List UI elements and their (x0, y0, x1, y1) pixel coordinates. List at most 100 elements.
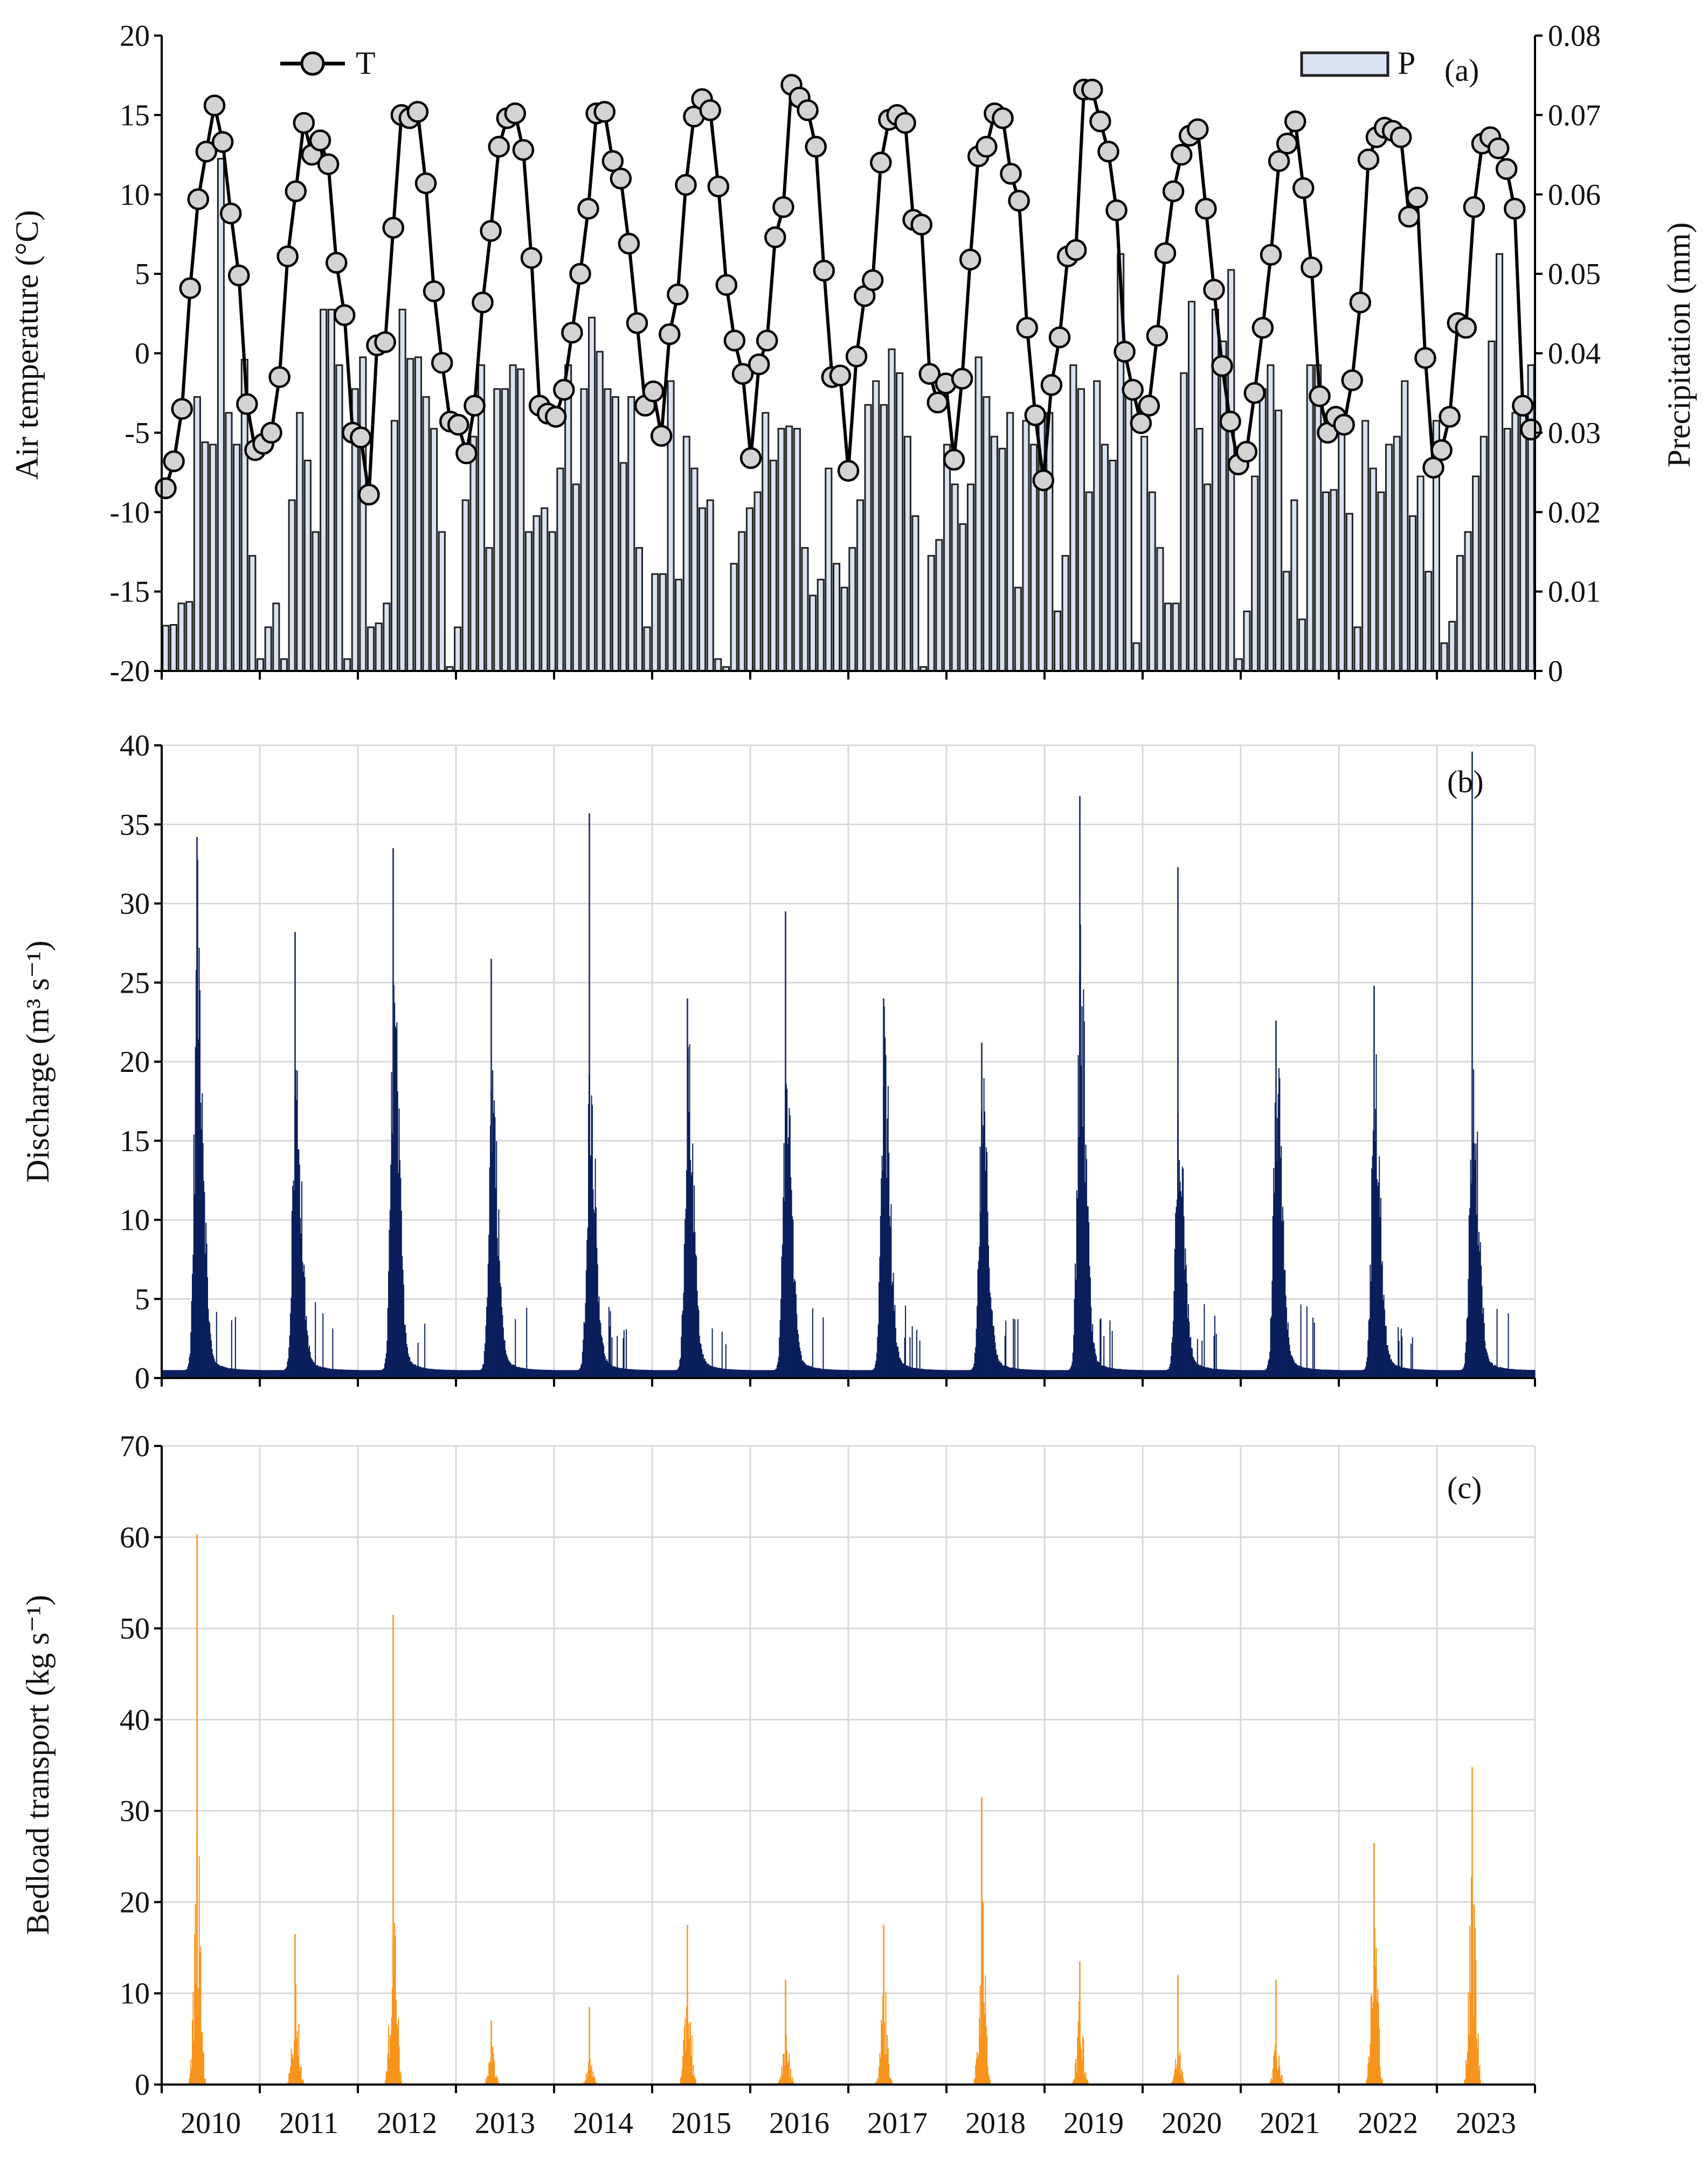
discharge-bar (1358, 1370, 1359, 1378)
discharge-bar (1147, 1370, 1149, 1378)
discharge-bar (229, 1368, 230, 1378)
discharge-bar (1205, 1367, 1207, 1378)
discharge-bar (1320, 1369, 1322, 1378)
discharge-bar (818, 1368, 819, 1378)
temperature-point (276, 245, 299, 267)
discharge-bar (1211, 1368, 1213, 1378)
discharge-bar (730, 1369, 732, 1378)
discharge-bar (520, 1367, 521, 1378)
discharge-bar (1075, 1279, 1077, 1378)
discharge-bar (1257, 1370, 1258, 1378)
precipitation-bar (974, 356, 983, 672)
precipitation-bar (714, 658, 722, 672)
discharge-bar (223, 1366, 224, 1378)
discharge-bar (605, 1360, 607, 1378)
discharge-bar (1092, 1342, 1094, 1378)
discharge-bar (1243, 1370, 1245, 1378)
discharge-bar (694, 1231, 696, 1378)
discharge-bar (1460, 1370, 1461, 1378)
discharge-bar (1489, 1361, 1490, 1378)
discharge-bar (1494, 1365, 1496, 1378)
discharge-bar (469, 1370, 471, 1378)
precipitation-bar (1409, 515, 1417, 672)
discharge-bar (414, 1364, 416, 1378)
discharge-bar (974, 1353, 976, 1378)
discharge-bar (302, 1271, 304, 1378)
discharge-bar (826, 1369, 827, 1378)
discharge-bar (1335, 1370, 1336, 1378)
discharge-bar (689, 1044, 690, 1378)
precipitation-bar (682, 435, 690, 672)
discharge-bar (649, 1370, 651, 1378)
discharge-bar (1225, 1369, 1226, 1378)
discharge-bar (256, 1369, 257, 1378)
discharge-bar (1346, 1370, 1347, 1378)
discharge-bar (1104, 1366, 1105, 1378)
discharge-bar (932, 1369, 934, 1378)
discharge-bar (1347, 1370, 1349, 1378)
discharge-bar (1207, 1367, 1209, 1378)
discharge-bar (511, 1365, 513, 1378)
discharge-bar (561, 1370, 562, 1378)
bedload-bar (693, 2065, 694, 2085)
discharge-bar (1426, 1369, 1427, 1378)
discharge-bar (1267, 1365, 1268, 1378)
temperature-point (1000, 163, 1022, 185)
discharge-bar (836, 1369, 838, 1378)
discharge-bar (499, 1261, 500, 1378)
discharge-bar (1134, 1369, 1136, 1378)
discharge-bar (1332, 1369, 1333, 1378)
precipitation-bar (888, 348, 896, 672)
discharge-bar (660, 1370, 661, 1378)
legend-precipitation-swatch (1300, 51, 1389, 77)
discharge-bar (732, 1369, 734, 1378)
discharge-bar (226, 1367, 228, 1378)
discharge-bar (1139, 1370, 1141, 1378)
discharge-bar (1305, 1368, 1306, 1378)
discharge-bar (1133, 1369, 1135, 1378)
discharge-bar (1417, 1369, 1419, 1378)
y-tick-label: 60 (120, 1521, 150, 1554)
discharge-bar (185, 1369, 186, 1378)
discharge-bar (1058, 1370, 1060, 1378)
discharge-bar (924, 1369, 926, 1378)
discharge-bar (1204, 1304, 1205, 1378)
discharge-bar (877, 1324, 879, 1378)
discharge-bar (1061, 1370, 1062, 1378)
discharge-bar (1424, 1369, 1426, 1378)
discharge-bar (262, 1370, 264, 1378)
discharge-bar (601, 1338, 603, 1378)
discharge-bar (872, 1369, 874, 1378)
discharge-bar (248, 1369, 250, 1378)
discharge-bar (983, 1125, 984, 1378)
discharge-bar (1053, 1370, 1054, 1378)
discharge-bar (690, 1160, 691, 1378)
y-tick-label: 30 (120, 1795, 150, 1828)
discharge-bar (1294, 1363, 1296, 1378)
panel-a-y-tick-label: 20 (120, 19, 150, 53)
temperature-point (1463, 196, 1485, 218)
bedload-bar (973, 2079, 975, 2085)
bedload-bar (1466, 2065, 1468, 2085)
discharge-bar (521, 1368, 522, 1378)
discharge-bar (1029, 1369, 1031, 1378)
discharge-bar (182, 1370, 183, 1378)
discharge-bar (845, 1369, 847, 1378)
discharge-bar (492, 1070, 494, 1378)
bedload-bar (1475, 1960, 1477, 2085)
discharge-bar (218, 1364, 219, 1378)
discharge-bar (618, 1367, 619, 1378)
bedload-bar (1377, 2000, 1378, 2085)
discharge-bar (911, 1367, 912, 1378)
discharge-bar (1400, 1367, 1401, 1378)
discharge-bar (453, 1370, 455, 1378)
bedload-bar (1077, 2037, 1078, 2085)
discharge-bar (1228, 1369, 1229, 1378)
precipitation-bar (1204, 483, 1212, 672)
discharge-bar (1289, 1345, 1290, 1378)
discharge-bar (1395, 1365, 1396, 1378)
discharge-bar (481, 1368, 483, 1378)
temperature-line (155, 74, 1542, 506)
bedload-bar (1277, 2068, 1279, 2085)
discharge-bar (1164, 1370, 1165, 1378)
